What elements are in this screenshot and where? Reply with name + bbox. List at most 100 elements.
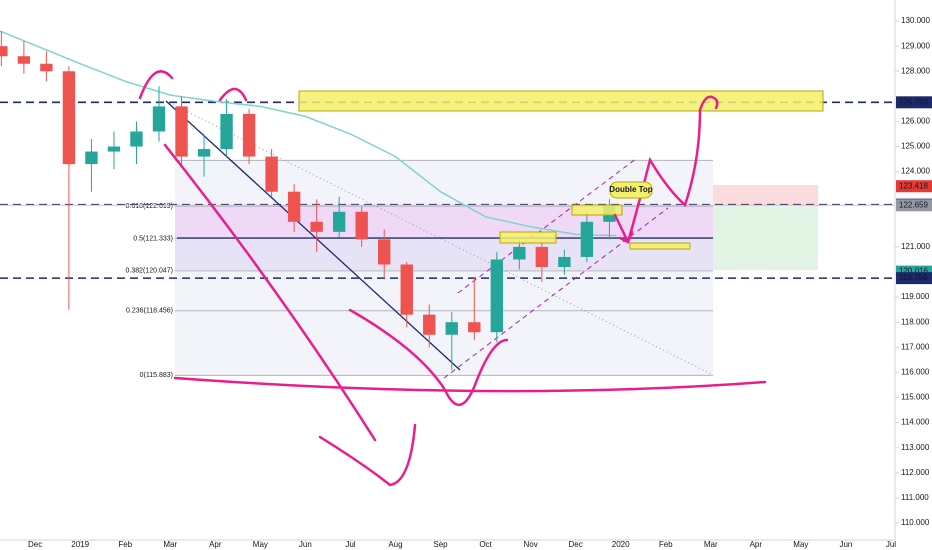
x-tick-label: Mar: [163, 540, 177, 549]
freehand: [613, 213, 634, 244]
x-tick-label: Jun: [839, 540, 852, 549]
candle-body: [535, 246, 549, 267]
zone-box: [629, 242, 691, 250]
y-tick-label: 117.000: [901, 342, 930, 351]
candle-body: [310, 221, 323, 232]
candle-body: [558, 256, 571, 267]
fib-label: 0.382(120.047): [126, 268, 173, 275]
freehand: [218, 87, 248, 102]
price-label: 126.763: [899, 97, 928, 106]
moving-average: [0, 30, 617, 237]
price-label-bg: [896, 272, 932, 285]
candle-body: [287, 191, 301, 222]
freehand: [163, 143, 377, 442]
candle-body: [40, 63, 53, 72]
fib-label: 0.5(121.333): [133, 235, 173, 242]
candle-body: [423, 314, 436, 335]
y-tick-label: 114.000: [901, 418, 930, 427]
y-tick-label: 119.000: [901, 292, 930, 301]
price-label: 123.418: [899, 181, 928, 190]
trend-line: [165, 100, 461, 371]
x-tick-label: Dec: [569, 540, 583, 549]
x-tick-label: Apr: [209, 540, 222, 549]
price-label-bg: [896, 96, 932, 109]
x-tick-label: Feb: [659, 540, 673, 549]
x-tick-label: Oct: [479, 540, 492, 549]
candle-body: [332, 211, 346, 232]
candle-body: [152, 106, 166, 132]
y-tick-label: 118.000: [901, 317, 930, 326]
candle-body: [513, 246, 526, 260]
x-tick-label: Jun: [299, 540, 312, 549]
candle-body: [0, 46, 8, 57]
zone-box: [298, 90, 824, 112]
y-tick-label: 121.000: [901, 242, 930, 251]
candle-body: [197, 149, 211, 157]
price-label-bg: [896, 199, 932, 212]
candle-body: [62, 71, 76, 165]
candle-body: [265, 156, 278, 192]
annotation: Double Top: [609, 185, 653, 194]
zone-box: [499, 231, 557, 244]
freehand: [173, 376, 767, 393]
candle-body: [130, 131, 143, 147]
y-tick-label: 130.000: [901, 16, 930, 25]
y-tick-label: 111.000: [901, 493, 929, 502]
x-tick-label: Dec: [28, 540, 42, 549]
y-tick-label: 110.000: [901, 518, 930, 527]
candle-body: [220, 113, 233, 150]
y-tick-label: 116.000: [901, 367, 930, 376]
freehand: [348, 308, 509, 406]
fib-label: 0(115.883): [140, 372, 173, 379]
x-tick-label: May: [793, 540, 808, 549]
candle-body: [175, 106, 188, 157]
y-tick-label: 113.000: [901, 443, 930, 452]
fib-label: 0.618(122.619): [126, 203, 173, 210]
fib-label: 0.236(118.456): [126, 308, 173, 315]
marks-layer: [0, 30, 617, 370]
price-label: 122.659: [899, 200, 928, 209]
y-tick-label: 129.000: [901, 41, 930, 50]
position-target: [713, 205, 818, 270]
x-tick-label: Nov: [523, 540, 537, 549]
freehand: [138, 70, 174, 100]
freehand: [318, 423, 417, 487]
zone-box: [571, 204, 623, 216]
candle-body: [242, 113, 256, 157]
candle-body: [468, 322, 481, 333]
annotation-bubble: [609, 181, 653, 199]
position-stop: [713, 185, 818, 205]
candle-body: [400, 264, 413, 315]
candle-body: [85, 151, 98, 165]
candle-body: [445, 322, 458, 335]
candle-body: [107, 146, 121, 152]
y-tick-label: 126.000: [901, 117, 930, 126]
channel-line: [457, 157, 638, 294]
price-label-bg: [896, 180, 932, 193]
price-label: 119.756: [899, 273, 928, 282]
x-tick-label: Mar: [704, 540, 718, 549]
x-tick-label: May: [253, 540, 268, 549]
x-tick-label: Apr: [750, 540, 763, 549]
x-tick-label: Jul: [345, 540, 355, 549]
x-tick-label: Aug: [388, 540, 402, 549]
x-tick-label: Jul: [886, 540, 896, 549]
x-tick-label: Sep: [433, 540, 448, 549]
candle-body: [490, 259, 504, 333]
candle-body: [17, 56, 31, 64]
fib-band: [175, 238, 713, 270]
candle-body: [355, 211, 368, 240]
axes-layer: 130.000 129.000 128.000 126.000 125.000 124.0…: [28, 16, 932, 549]
price-label: 120.016: [899, 267, 928, 276]
x-tick-label: 2019: [71, 540, 89, 549]
y-tick-label: 124.000: [901, 167, 930, 176]
y-tick-label: 128.000: [901, 66, 930, 75]
y-tick-label: 112.000: [901, 468, 930, 477]
y-tick-label: 125.000: [901, 142, 930, 151]
candle-body: [378, 239, 391, 265]
y-tick-label: 115.000: [901, 393, 930, 402]
x-tick-label: Feb: [118, 540, 132, 549]
candle-body: [580, 221, 594, 257]
x-tick-label: 2020: [612, 540, 630, 549]
